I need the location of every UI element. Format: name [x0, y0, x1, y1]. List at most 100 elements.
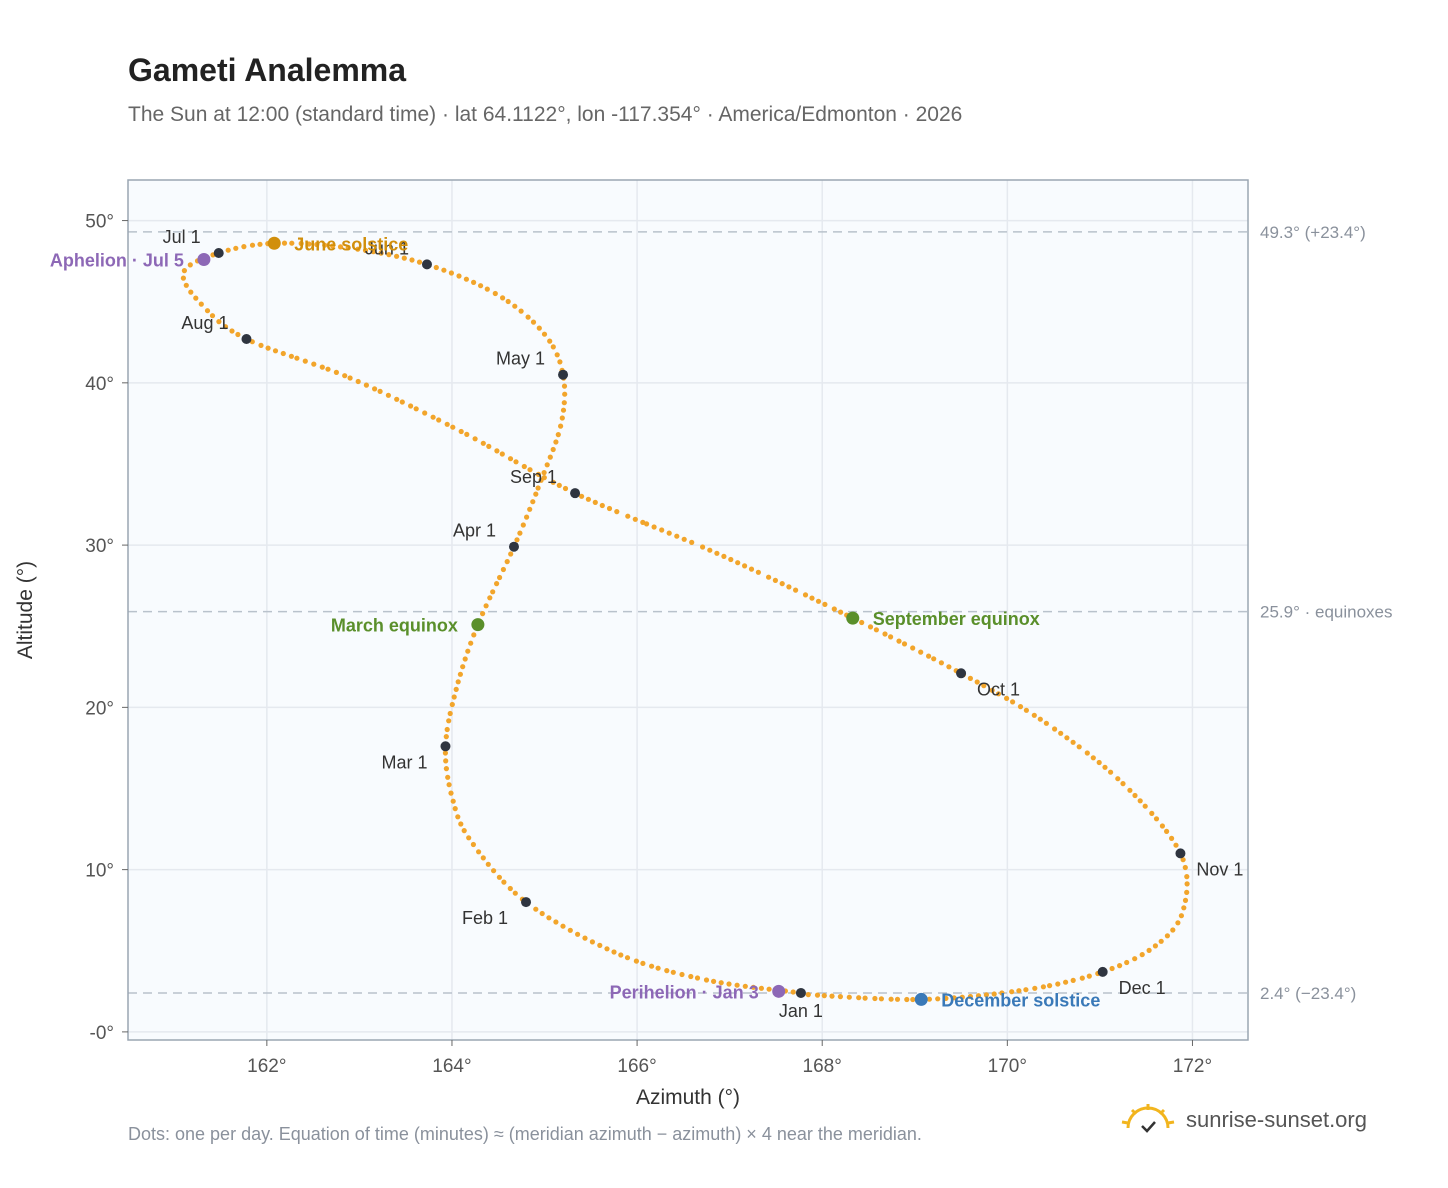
- month-marker-label: Apr 1: [453, 521, 496, 541]
- daily-dot: [995, 691, 1002, 697]
- daily-dot: [1115, 776, 1121, 782]
- daily-dot: [436, 417, 442, 423]
- daily-dot: [644, 521, 650, 527]
- brand[interactable]: sunrise-sunset.org: [1120, 1102, 1367, 1138]
- month-marker-label: Mar 1: [381, 752, 427, 772]
- daily-dot: [451, 694, 457, 700]
- daily-dot: [1184, 881, 1190, 887]
- daily-dot: [1047, 983, 1053, 989]
- daily-dot: [779, 581, 785, 587]
- daily-dot: [302, 358, 308, 364]
- daily-dot: [465, 648, 471, 654]
- month-marker: [440, 741, 451, 752]
- daily-dot: [457, 671, 463, 677]
- daily-dot: [579, 493, 585, 499]
- daily-dot: [822, 601, 828, 608]
- daily-dot: [837, 994, 844, 1000]
- daily-dot: [926, 653, 932, 659]
- daily-dot: [735, 560, 741, 566]
- daily-dot: [370, 249, 376, 255]
- month-marker: [241, 334, 252, 345]
- daily-dot: [1184, 874, 1190, 880]
- daily-dot: [330, 243, 336, 249]
- daily-dot: [377, 388, 383, 394]
- daily-dot: [1023, 707, 1029, 713]
- x-axis-label: Azimuth (°): [636, 1086, 740, 1109]
- daily-dot: [1079, 975, 1085, 981]
- daily-dot: [726, 981, 732, 987]
- x-tick-label: 168°: [803, 1056, 842, 1077]
- daily-dot: [306, 241, 312, 247]
- daily-dot: [553, 439, 559, 445]
- events-layer: June solstice Aphelion · Jul 5 March equin…: [50, 234, 1100, 1010]
- daily-dot: [408, 403, 414, 409]
- daily-dot: [378, 250, 384, 256]
- event-marker: [772, 984, 786, 998]
- daily-dot: [233, 245, 239, 251]
- daily-dot: [1090, 755, 1096, 761]
- daily-dot: [455, 679, 461, 685]
- daily-dot: [1023, 987, 1029, 993]
- daily-dot: [535, 485, 541, 491]
- daily-dot: [1146, 947, 1152, 954]
- daily-dot: [670, 969, 676, 975]
- daily-dot: [901, 641, 908, 647]
- daily-dot: [1152, 943, 1158, 949]
- daily-dot: [541, 475, 547, 481]
- daily-dot: [550, 479, 556, 485]
- daily-dot: [517, 530, 523, 536]
- daily-dot: [640, 960, 646, 967]
- daily-dot: [448, 270, 454, 276]
- daily-dot: [478, 283, 484, 289]
- daily-dot: [468, 640, 474, 646]
- daily-dot: [487, 595, 493, 601]
- event-marker: [846, 611, 860, 625]
- daily-dot: [1149, 810, 1155, 817]
- daily-dot: [461, 828, 467, 834]
- daily-dot: [455, 814, 461, 820]
- reference-lines-layer: 49.3° (+23.4°) 25.9° · equinoxes 2.4° (−23…: [128, 223, 1393, 1003]
- daily-dot: [458, 821, 464, 827]
- daily-dot: [793, 587, 799, 593]
- daily-dot: [450, 424, 456, 430]
- daily-dot: [527, 467, 533, 473]
- month-marker-label: Nov 1: [1196, 859, 1243, 879]
- daily-dot: [1055, 981, 1061, 987]
- daily-dot: [512, 890, 518, 896]
- daily-dot: [416, 259, 423, 265]
- daily-dot: [983, 992, 990, 998]
- daily-dot: [521, 463, 527, 470]
- daily-dot: [951, 995, 957, 1001]
- daily-dot: [449, 701, 455, 708]
- x-tick-label: 162°: [247, 1056, 286, 1077]
- daily-dot: [280, 350, 286, 357]
- daily-dot: [494, 448, 500, 454]
- month-marker: [795, 987, 806, 998]
- daily-dot: [681, 536, 687, 542]
- daily-dot: [604, 946, 610, 952]
- daily-dot: [611, 949, 617, 955]
- daily-dot: [557, 359, 563, 365]
- daily-dot: [831, 606, 837, 612]
- daily-dot: [872, 995, 878, 1002]
- daily-dot: [294, 355, 300, 361]
- daily-dot: [550, 446, 556, 453]
- daily-dot: [311, 361, 317, 367]
- daily-dot: [679, 971, 685, 978]
- daily-dot: [409, 257, 415, 263]
- daily-dot: [472, 436, 478, 442]
- daily-dot: [935, 996, 941, 1002]
- daily-dot: [1117, 963, 1123, 969]
- daily-dot: [664, 968, 670, 974]
- daily-dot: [399, 399, 405, 405]
- daily-dot: [483, 603, 489, 609]
- daily-dot: [422, 410, 428, 416]
- daily-dot: [1159, 823, 1165, 829]
- x-tick-label: 170°: [988, 1056, 1027, 1077]
- daily-dot: [974, 679, 980, 685]
- daily-dot: [1132, 956, 1138, 962]
- ticks-layer: 162° 164° 166° 168° 170° 172° -0° 10° 20° 30° 40° 5…: [85, 212, 1212, 1077]
- daily-dot: [846, 994, 852, 1000]
- daily-dot: [991, 991, 997, 997]
- daily-dot: [772, 577, 779, 584]
